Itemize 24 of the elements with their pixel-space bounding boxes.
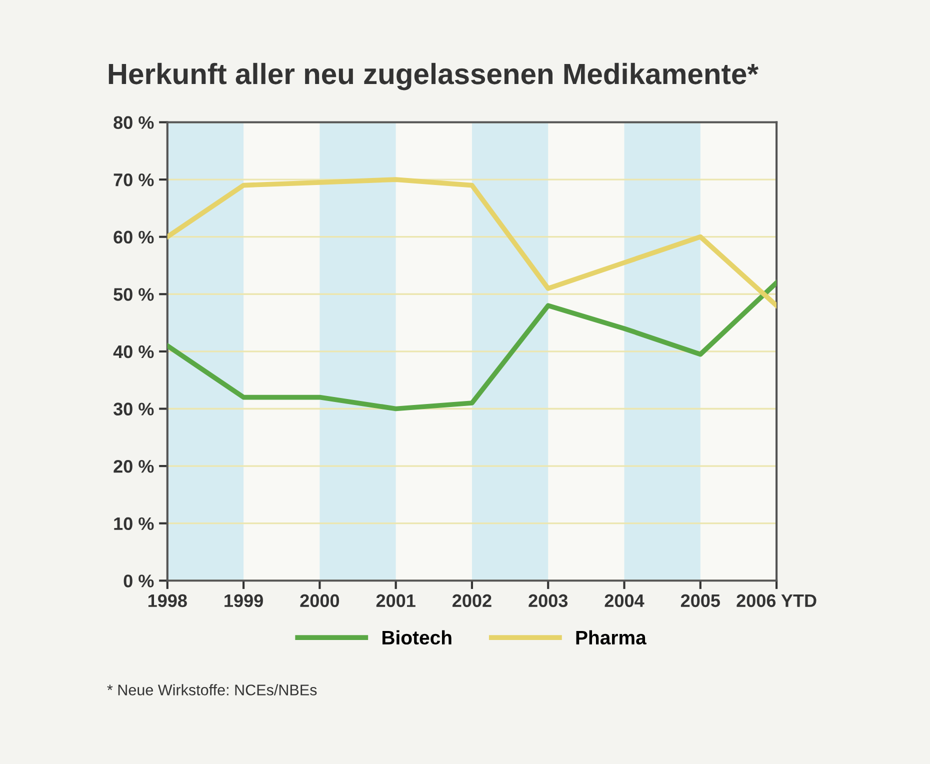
y-tick-label: 80 % bbox=[114, 116, 154, 129]
x-tick-label: 1998 bbox=[148, 594, 187, 608]
line-series bbox=[167, 177, 777, 308]
y-tick-label: 70 % bbox=[114, 173, 154, 186]
x-tick-label: 2001 bbox=[376, 594, 416, 608]
line-series bbox=[167, 280, 777, 412]
x-tick-label: 1999 bbox=[224, 594, 263, 608]
legend-label: Biotech bbox=[382, 630, 452, 645]
x-tick-label: 2002 bbox=[452, 594, 492, 608]
y-tick-label: 10 % bbox=[114, 517, 154, 530]
y-tick-label: 40 % bbox=[113, 345, 154, 358]
y-tick-label: 50 % bbox=[114, 288, 154, 301]
x-tick-label: 2000 bbox=[300, 594, 340, 608]
y-tick-label: 60 % bbox=[114, 230, 154, 244]
x-tick-label: 2003 bbox=[528, 594, 568, 608]
y-tick-label: 30 % bbox=[113, 402, 154, 416]
chart-title: Herkunft aller neu zugelassenen Medikamente* bbox=[108, 62, 759, 90]
y-tick-label: 0 % bbox=[124, 574, 154, 588]
y-tick-label: 20 % bbox=[114, 460, 154, 473]
legend-label: Pharma bbox=[576, 630, 646, 645]
x-tick-label: 2006 YTD bbox=[736, 594, 816, 608]
x-tick-label: 2005 bbox=[680, 594, 720, 608]
x-tick-label: 2004 bbox=[604, 594, 644, 608]
text: * Neue Wirkstoffe: NCEs/NBEs bbox=[107, 684, 317, 696]
